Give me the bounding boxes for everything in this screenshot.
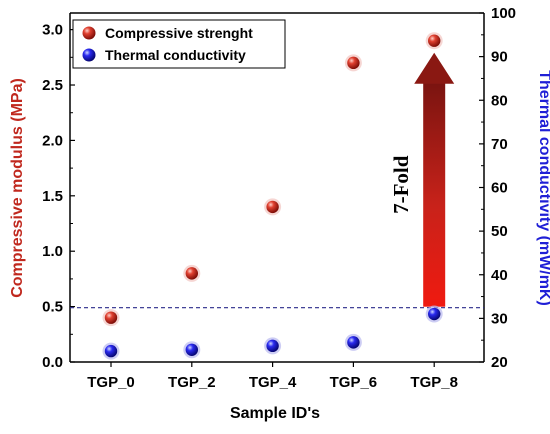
x-tick-label: TGP_0 bbox=[87, 374, 135, 391]
y-right-tick-label: 70 bbox=[491, 136, 508, 153]
thermal-conductivity-point bbox=[428, 307, 441, 321]
compressive-strength-point bbox=[428, 34, 441, 47]
annotations: 7-Fold bbox=[70, 52, 484, 309]
y-right-tick-label: 40 bbox=[491, 267, 508, 284]
fold-annotation-label: 7-Fold bbox=[389, 155, 413, 214]
y-right-tick-label: 50 bbox=[491, 223, 508, 240]
legend-label-compressive: Compressive strenght bbox=[105, 25, 253, 41]
y-left-tick-label: 1.5 bbox=[42, 188, 63, 205]
legend-label-thermal: Thermal conductivity bbox=[105, 47, 246, 63]
compressive-strength-point bbox=[104, 311, 118, 324]
thermal-conductivity-point bbox=[347, 336, 360, 349]
fold-arrow-head bbox=[414, 52, 455, 84]
y-right-tick-label: 80 bbox=[491, 92, 508, 109]
y-left-tick-label: 0.5 bbox=[42, 299, 63, 316]
x-tick-label: TGP_4 bbox=[249, 374, 297, 391]
y-left-tick-label: 2.5 bbox=[42, 77, 63, 94]
thermal-conductivity-point bbox=[266, 339, 279, 353]
legend-box bbox=[72, 19, 286, 69]
axes bbox=[69, 12, 485, 363]
y-right-tick-label: 20 bbox=[491, 354, 508, 371]
fold-arrow-shaft bbox=[423, 82, 446, 307]
y-right-tick-label: 100 bbox=[491, 5, 516, 22]
thermal-conductivity-point bbox=[104, 344, 118, 358]
y-right-tick-label: 90 bbox=[491, 49, 508, 66]
data-points bbox=[102, 32, 443, 360]
y-left-tick-label: 1.0 bbox=[42, 243, 63, 260]
ticks: 0.0 0.5 1.0 1.5 2.0 2.5 3.0 20 30 40 50 60 70 80 90 100… bbox=[42, 5, 516, 391]
x-tick-label: TGP_6 bbox=[330, 374, 378, 391]
y-right-tick-label: 60 bbox=[491, 180, 508, 197]
x-tick-label: TGP_2 bbox=[168, 374, 216, 391]
legend-marker-thermal bbox=[82, 48, 96, 62]
compressive-strength-point bbox=[266, 200, 279, 214]
legend-marker-compressive bbox=[82, 26, 96, 40]
thermal-conductivity-point bbox=[185, 343, 198, 356]
y-right-tick-label: 30 bbox=[491, 310, 508, 327]
x-axis-title: Sample ID's bbox=[230, 405, 320, 422]
y-axis-left-title: Compressive modulus (MPa) bbox=[9, 78, 26, 298]
y-left-tick-label: 2.0 bbox=[42, 132, 63, 149]
compressive-strength-point bbox=[185, 267, 198, 280]
y-axis-right-title: Thermal conductivity (mW/mK) bbox=[536, 70, 550, 306]
legend: Compressive strenght Thermal conductivit… bbox=[72, 19, 286, 69]
y-left-tick-label: 3.0 bbox=[42, 22, 63, 39]
x-tick-label: TGP_8 bbox=[410, 374, 458, 391]
y-left-tick-label: 0.0 bbox=[42, 354, 63, 371]
compressive-strength-point bbox=[347, 56, 360, 70]
